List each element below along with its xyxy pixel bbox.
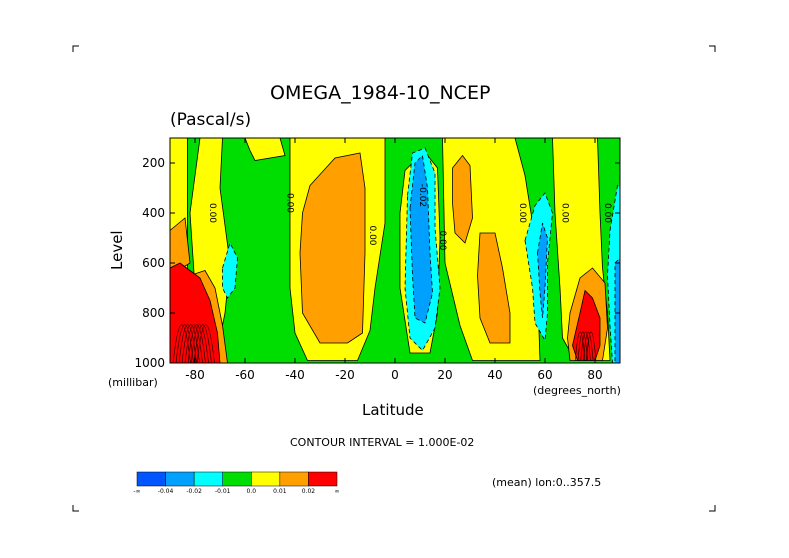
contour-region-19 <box>409 154 433 324</box>
contour-region-7 <box>170 217 191 276</box>
contour-label: 0.00 <box>517 203 527 223</box>
x-tick-label: 20 <box>437 368 452 382</box>
contour-region-14 <box>572 289 601 361</box>
colorbar-label: ∞ <box>335 488 340 495</box>
contour-region-21 <box>614 257 620 363</box>
x-tick-label: -20 <box>335 368 355 382</box>
x-tick-label: 40 <box>487 368 502 382</box>
x-axis-title: Latitude <box>362 401 424 419</box>
colorbar-label: -0.01 <box>215 488 231 495</box>
contour-region-11 <box>477 232 511 344</box>
contour-label: 0.00 <box>285 193 295 213</box>
colorbar-swatch <box>193 471 223 487</box>
x-axis-ticks: -80 -60 -40 -20 0 20 40 60 80 <box>185 138 603 382</box>
contour-region-15 <box>222 241 238 299</box>
contour-label: 0.00 <box>602 203 612 223</box>
mean-longitude-text: (mean) lon:0..357.5 <box>492 476 601 489</box>
contour-region-10 <box>452 154 473 244</box>
colorbar-swatch <box>222 471 252 487</box>
y-tick-label: 800 <box>142 306 165 320</box>
chart-units: (Pascal/s) <box>170 110 251 130</box>
contour-label: -0.02 <box>417 184 427 207</box>
plot-area: 0.00 0.00 0.00 -0.02 0.00 0.00 0.00 0.00 <box>170 138 620 363</box>
contour-label-layer: 0.00 0.00 0.00 -0.02 0.00 0.00 0.00 0.00 <box>207 184 612 251</box>
y-unit-label: (millibar) <box>108 376 158 389</box>
contour-label: 0.00 <box>437 230 447 250</box>
x-tick-label: -80 <box>185 368 205 382</box>
plot-background <box>170 138 620 363</box>
corner-marks <box>72 45 716 512</box>
x-unit-label: (degrees_north) <box>533 384 621 397</box>
colorbar-swatch <box>136 471 166 487</box>
y-axis-title: Level <box>108 230 126 270</box>
contour-label: 0.00 <box>367 225 377 245</box>
x-tick-label: -60 <box>235 368 255 382</box>
x-tick-label: 60 <box>537 368 552 382</box>
contour-region-9 <box>299 152 366 344</box>
colorbar-swatch <box>165 471 195 487</box>
x-tick-label: -40 <box>285 368 305 382</box>
colorbar-swatch <box>251 471 281 487</box>
x-tick-label: 0 <box>391 368 399 382</box>
colorbar-label: 0.01 <box>273 488 287 495</box>
y-axis-ticks: 200 400 600 800 1000 <box>134 156 620 370</box>
colorbar-swatch <box>279 471 309 487</box>
y-tick-label: 1000 <box>134 356 165 370</box>
contour-region-20 <box>537 222 548 319</box>
colorbar-label: -0.04 <box>158 488 174 495</box>
contour-region-2 <box>244 138 286 161</box>
colorbar-label: 0.02 <box>302 488 316 495</box>
contour-fill-layer <box>170 138 620 363</box>
colorbar-label: -0.02 <box>186 488 202 495</box>
contour-label: 0.00 <box>207 203 217 223</box>
colorbar-label: -∞ <box>133 488 140 495</box>
colorbar: -∞ -0.04 -0.02 -0.01 0.0 0.01 0.02 ∞ <box>133 471 340 495</box>
chart-title: OMEGA_1984-10_NCEP <box>270 82 490 104</box>
x-tick-label: 80 <box>587 368 602 382</box>
y-tick-label: 400 <box>142 206 165 220</box>
y-tick-label: 600 <box>142 256 165 270</box>
contour-interval-text: CONTOUR INTERVAL = 1.000E-02 <box>290 436 474 449</box>
colorbar-swatch <box>308 471 338 487</box>
colorbar-label: 0.0 <box>247 488 257 495</box>
y-tick-label: 200 <box>142 156 165 170</box>
contour-label: 0.00 <box>560 203 570 223</box>
